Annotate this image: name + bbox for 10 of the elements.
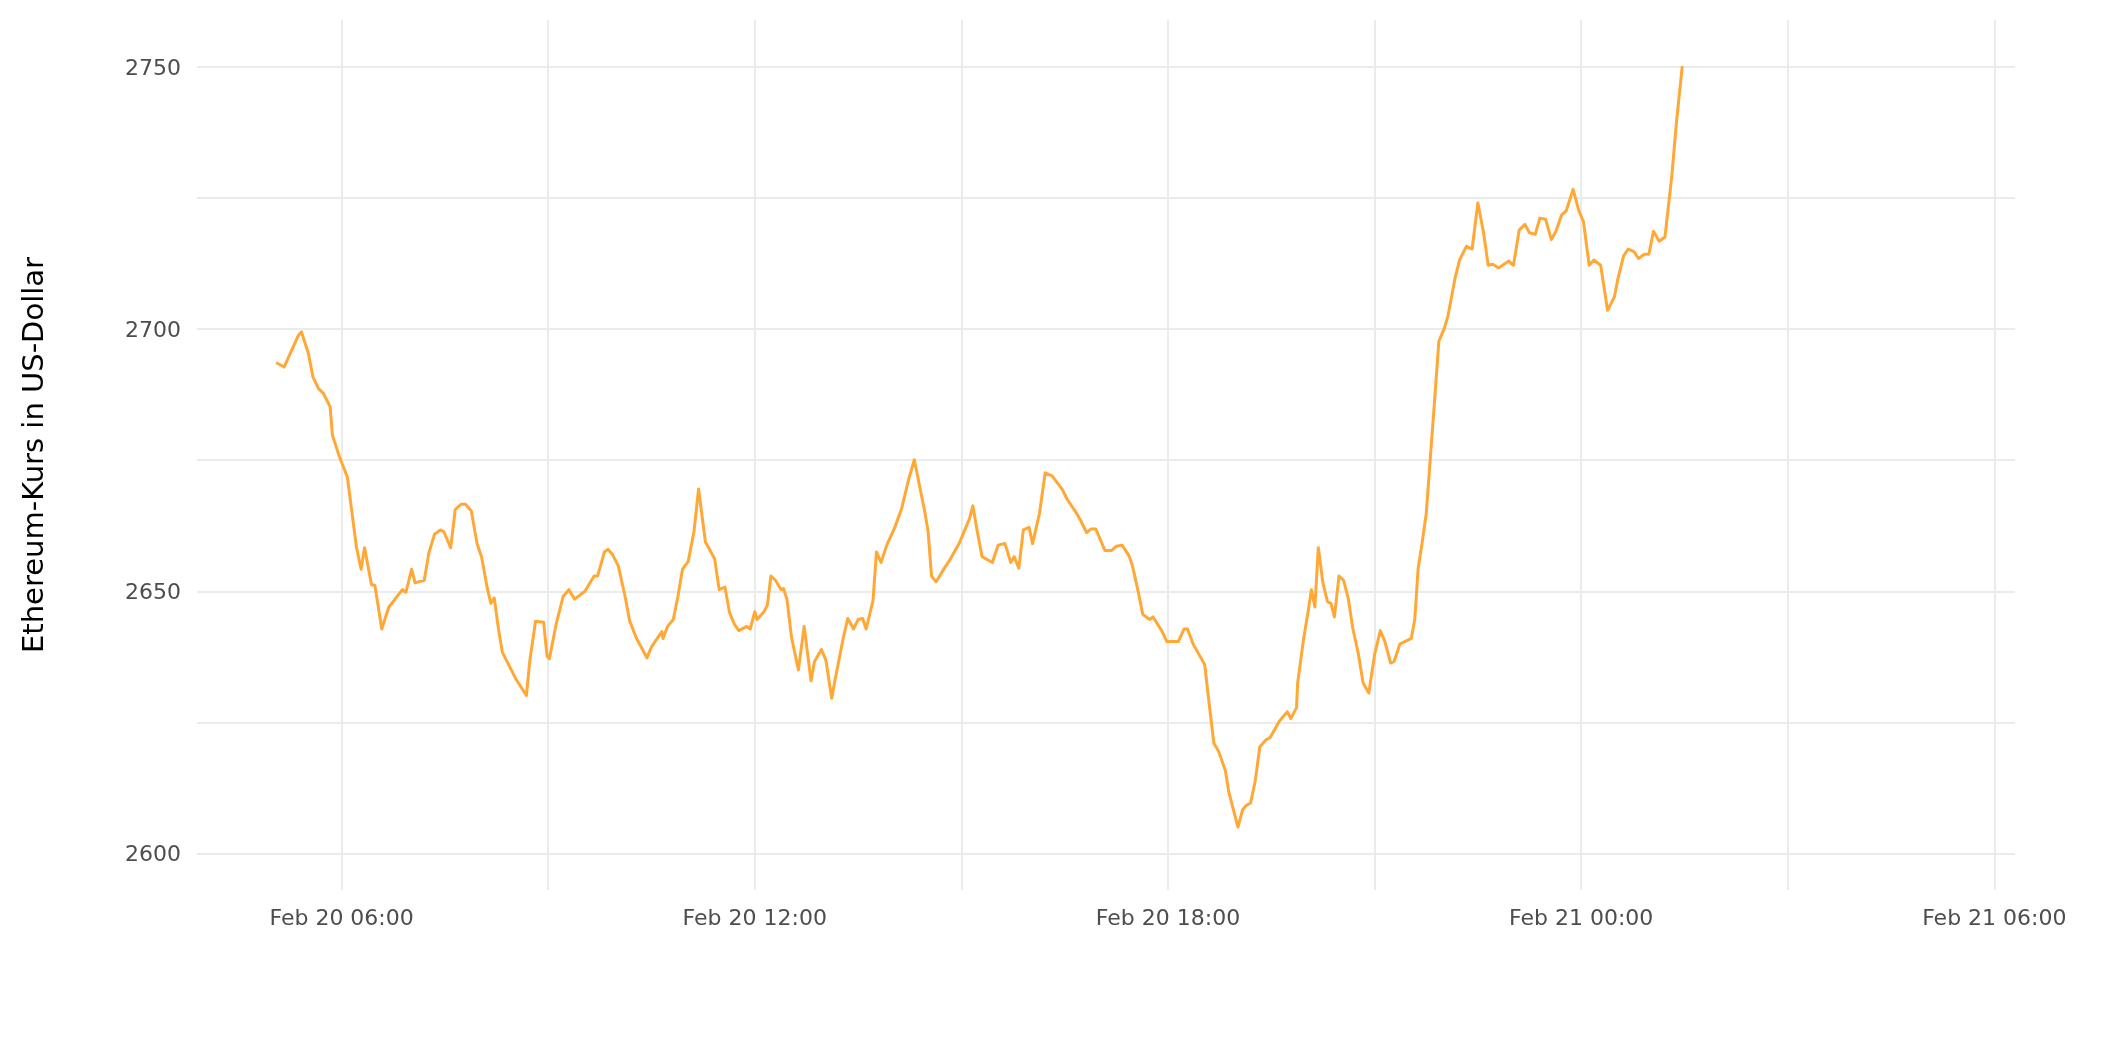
y-tick-label: 2600 bbox=[125, 840, 181, 866]
x-tick-label: Feb 21 00:00 bbox=[1508, 904, 1654, 930]
x-tick-label: Feb 21 06:00 bbox=[1922, 904, 2067, 930]
y-tick-label: 2750 bbox=[125, 54, 181, 80]
x-tick-label: Feb 20 06:00 bbox=[269, 904, 414, 930]
x-tick-label: Feb 20 18:00 bbox=[1095, 904, 1241, 930]
x-tick-label: Feb 20 12:00 bbox=[682, 904, 827, 930]
y-tick-label: 2700 bbox=[125, 316, 181, 342]
y-tick-label: 2650 bbox=[125, 578, 181, 604]
y-axis-title: Ethereum-Kurs in US-Dollar bbox=[15, 256, 50, 653]
